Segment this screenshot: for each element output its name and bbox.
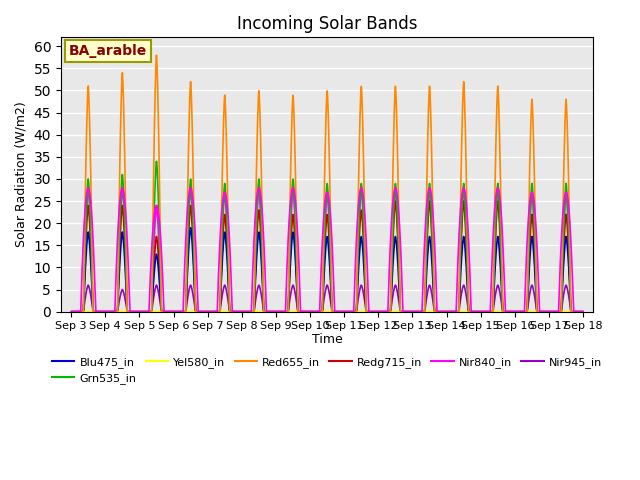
Legend: Blu475_in, Grn535_in, Yel580_in, Red655_in, Redg715_in, Nir840_in, Nir945_in: Blu475_in, Grn535_in, Yel580_in, Red655_… xyxy=(47,352,607,388)
X-axis label: Time: Time xyxy=(312,333,342,346)
Title: Incoming Solar Bands: Incoming Solar Bands xyxy=(237,15,417,33)
Text: BA_arable: BA_arable xyxy=(69,44,147,58)
Y-axis label: Solar Radiation (W/m2): Solar Radiation (W/m2) xyxy=(15,102,28,247)
